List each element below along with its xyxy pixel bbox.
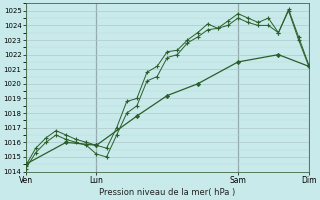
X-axis label: Pression niveau de la mer( hPa ): Pression niveau de la mer( hPa ) [99,188,235,197]
